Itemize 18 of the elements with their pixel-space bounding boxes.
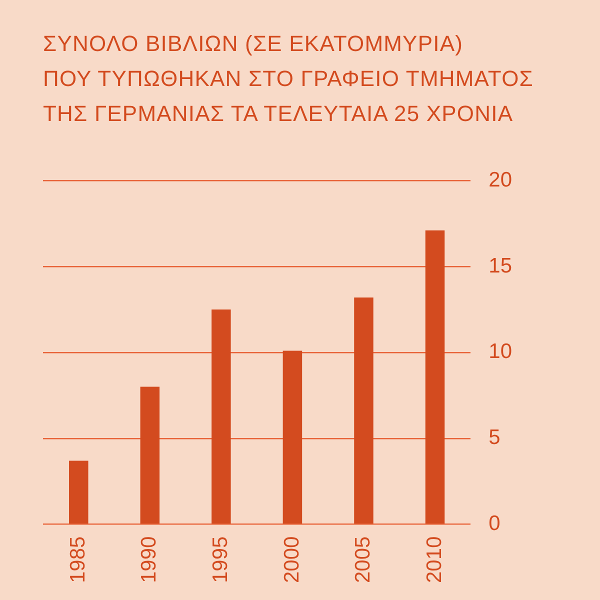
- bar: [140, 386, 160, 524]
- chart-title: ΣΥΝΟΛΟ ΒΙΒΛΙΩΝ (ΣΕ ΕΚΑΤΟΜΜΥΡΙΑ) ΠΟΥ ΤΥΠΩΘΗΚΑΝ ΣΤΟ ΓΡΑΦΕΙΟ ΤΜΗΜΑΤΟΣ ΤΗΣ ΓΕΡΜΑΝΙΑΣ ΤΑ ΤΕΛΕΥΤΑΙΑ 25 ΧΡΟΝΙΑ: [43, 30, 534, 128]
- y-tick-label: 0: [488, 512, 500, 536]
- bar: [212, 309, 231, 524]
- y-tick-label: 15: [488, 254, 512, 278]
- x-tick-label: 1995: [208, 536, 232, 583]
- y-tick-label: 5: [488, 426, 500, 450]
- x-tick-label: 2005: [352, 536, 375, 583]
- x-tick-label: 1985: [66, 536, 90, 583]
- y-tick-label: 20: [488, 168, 512, 192]
- bar: [425, 230, 445, 524]
- bar: [354, 297, 374, 524]
- x-tick-label: 2000: [280, 536, 304, 583]
- x-tick-label: 2010: [422, 536, 446, 583]
- y-tick-label: 10: [488, 340, 512, 364]
- x-tick-label: 1990: [138, 536, 161, 583]
- bar: [282, 350, 302, 524]
- bar: [69, 460, 88, 524]
